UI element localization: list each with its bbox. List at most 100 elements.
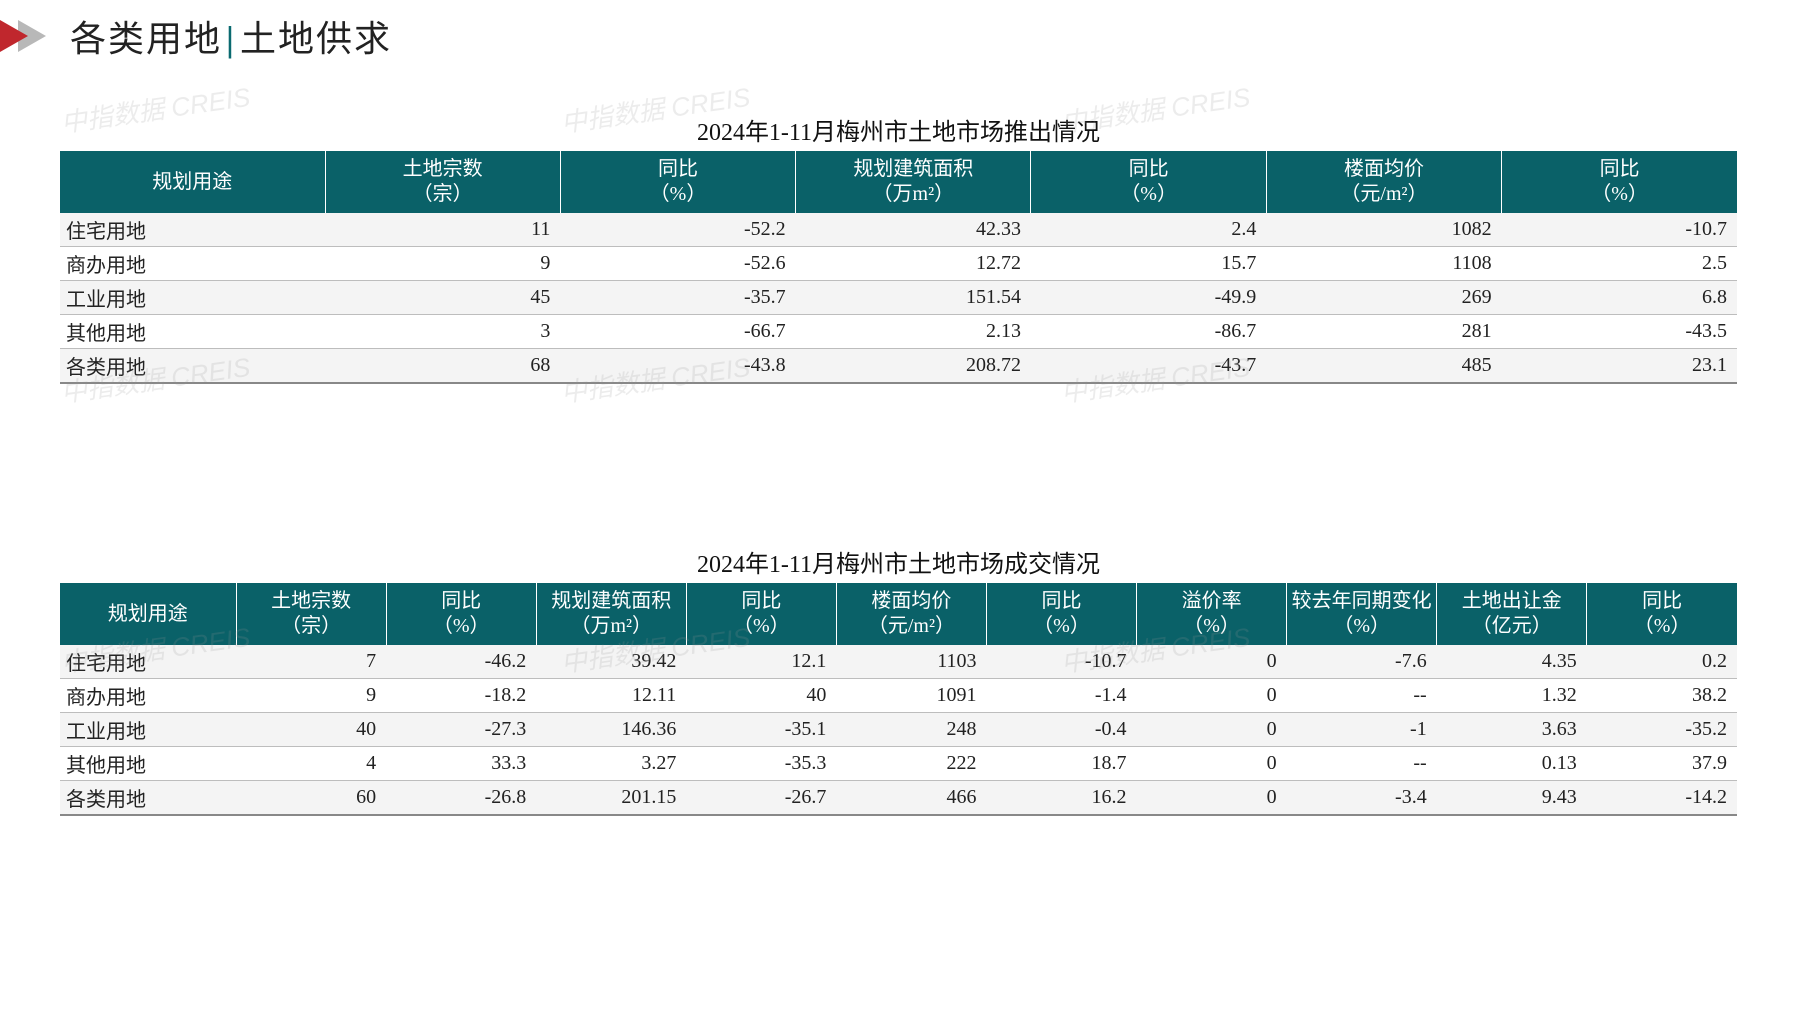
- row-label: 工业用地: [60, 713, 236, 747]
- table-row: 工业用地40-27.3146.36-35.1248-0.40-13.63-35.…: [60, 713, 1737, 747]
- data-cell: -52.6: [560, 247, 795, 281]
- table-header-cell: 溢价率（%）: [1137, 583, 1287, 645]
- data-cell: 12.11: [536, 679, 686, 713]
- data-cell: 45: [325, 281, 560, 315]
- data-cell: -3.4: [1287, 781, 1437, 816]
- data-cell: 1108: [1266, 247, 1501, 281]
- data-cell: 0: [1137, 781, 1287, 816]
- table-header-cell: 楼面均价（元/m²）: [1266, 151, 1501, 213]
- data-cell: 0.13: [1437, 747, 1587, 781]
- title-left: 各类用地: [70, 19, 222, 59]
- data-cell: -27.3: [386, 713, 536, 747]
- title-right: 土地供求: [240, 19, 392, 59]
- data-cell: -86.7: [1031, 315, 1266, 349]
- data-cell: 7: [236, 645, 386, 679]
- data-cell: 269: [1266, 281, 1501, 315]
- data-cell: 3: [325, 315, 560, 349]
- data-cell: -1: [1287, 713, 1437, 747]
- data-cell: -1.4: [986, 679, 1136, 713]
- table-header-cell: 同比（%）: [1587, 583, 1737, 645]
- data-cell: 4.35: [1437, 645, 1587, 679]
- data-cell: 6.8: [1502, 281, 1737, 315]
- data-cell: 3.27: [536, 747, 686, 781]
- data-cell: 42.33: [796, 213, 1031, 247]
- data-cell: 0: [1137, 645, 1287, 679]
- data-cell: 0: [1137, 747, 1287, 781]
- page-title: 各类用地|土地供求: [70, 10, 392, 62]
- data-cell: -43.5: [1502, 315, 1737, 349]
- table-row: 商办用地9-18.212.11401091-1.40--1.3238.2: [60, 679, 1737, 713]
- data-cell: -52.2: [560, 213, 795, 247]
- table-header-cell: 规划用途: [60, 151, 325, 213]
- data-cell: -10.7: [986, 645, 1136, 679]
- data-cell: 16.2: [986, 781, 1136, 816]
- table-header-cell: 同比（%）: [386, 583, 536, 645]
- table-header-cell: 规划建筑面积（万m²）: [536, 583, 686, 645]
- data-cell: -10.7: [1502, 213, 1737, 247]
- data-cell: 38.2: [1587, 679, 1737, 713]
- data-cell: 1103: [836, 645, 986, 679]
- data-cell: 146.36: [536, 713, 686, 747]
- table-row: 各类用地60-26.8201.15-26.746616.20-3.49.43-1…: [60, 781, 1737, 816]
- data-cell: 9: [325, 247, 560, 281]
- data-cell: 9: [236, 679, 386, 713]
- table-header-cell: 同比（%）: [1031, 151, 1266, 213]
- data-cell: 0: [1137, 679, 1287, 713]
- data-cell: 37.9: [1587, 747, 1737, 781]
- row-label: 商办用地: [60, 247, 325, 281]
- data-cell: 281: [1266, 315, 1501, 349]
- data-cell: -26.8: [386, 781, 536, 816]
- data-cell: --: [1287, 747, 1437, 781]
- data-cell: -26.7: [686, 781, 836, 816]
- data-cell: 40: [236, 713, 386, 747]
- data-cell: 0.2: [1587, 645, 1737, 679]
- data-cell: 18.7: [986, 747, 1136, 781]
- data-cell: -35.3: [686, 747, 836, 781]
- data-cell: -43.7: [1031, 349, 1266, 384]
- table-header-cell: 较去年同期变化（%）: [1287, 583, 1437, 645]
- data-cell: 201.15: [536, 781, 686, 816]
- data-cell: -0.4: [986, 713, 1136, 747]
- data-cell: 12.1: [686, 645, 836, 679]
- data-cell: -18.2: [386, 679, 536, 713]
- data-cell: 2.13: [796, 315, 1031, 349]
- table-header-cell: 土地宗数（宗）: [325, 151, 560, 213]
- data-cell: 1.32: [1437, 679, 1587, 713]
- data-cell: 9.43: [1437, 781, 1587, 816]
- data-cell: 151.54: [796, 281, 1031, 315]
- data-cell: 33.3: [386, 747, 536, 781]
- table2-head: 规划用途土地宗数（宗）同比（%）规划建筑面积（万m²）同比（%）楼面均价（元/m…: [60, 583, 1737, 645]
- data-cell: -7.6: [1287, 645, 1437, 679]
- table1: 规划用途土地宗数（宗）同比（%）规划建筑面积（万m²）同比（%）楼面均价（元/m…: [60, 151, 1737, 384]
- table-header-cell: 土地出让金（亿元）: [1437, 583, 1587, 645]
- data-cell: 222: [836, 747, 986, 781]
- data-cell: -35.7: [560, 281, 795, 315]
- data-cell: 23.1: [1502, 349, 1737, 384]
- table-row: 住宅用地11-52.242.332.41082-10.7: [60, 213, 1737, 247]
- table-row: 住宅用地7-46.239.4212.11103-10.70-7.64.350.2: [60, 645, 1737, 679]
- data-cell: 68: [325, 349, 560, 384]
- data-cell: 466: [836, 781, 986, 816]
- table2: 规划用途土地宗数（宗）同比（%）规划建筑面积（万m²）同比（%）楼面均价（元/m…: [60, 583, 1737, 816]
- table-row: 其他用地433.33.27-35.322218.70--0.1337.9: [60, 747, 1737, 781]
- table-row: 其他用地3-66.72.13-86.7281-43.5: [60, 315, 1737, 349]
- table-header-cell: 规划用途: [60, 583, 236, 645]
- data-cell: -49.9: [1031, 281, 1266, 315]
- data-cell: 1091: [836, 679, 986, 713]
- row-label: 其他用地: [60, 747, 236, 781]
- row-label: 住宅用地: [60, 213, 325, 247]
- data-cell: 60: [236, 781, 386, 816]
- data-cell: --: [1287, 679, 1437, 713]
- row-label: 住宅用地: [60, 645, 236, 679]
- table1-body: 住宅用地11-52.242.332.41082-10.7商办用地9-52.612…: [60, 213, 1737, 383]
- table-header-cell: 楼面均价（元/m²）: [836, 583, 986, 645]
- data-cell: 1082: [1266, 213, 1501, 247]
- data-cell: -35.2: [1587, 713, 1737, 747]
- data-cell: -14.2: [1587, 781, 1737, 816]
- row-label: 工业用地: [60, 281, 325, 315]
- data-cell: 3.63: [1437, 713, 1587, 747]
- table-spacer: [60, 384, 1737, 504]
- data-cell: 15.7: [1031, 247, 1266, 281]
- table-header-cell: 规划建筑面积（万m²）: [796, 151, 1031, 213]
- table1-head: 规划用途土地宗数（宗）同比（%）规划建筑面积（万m²）同比（%）楼面均价（元/m…: [60, 151, 1737, 213]
